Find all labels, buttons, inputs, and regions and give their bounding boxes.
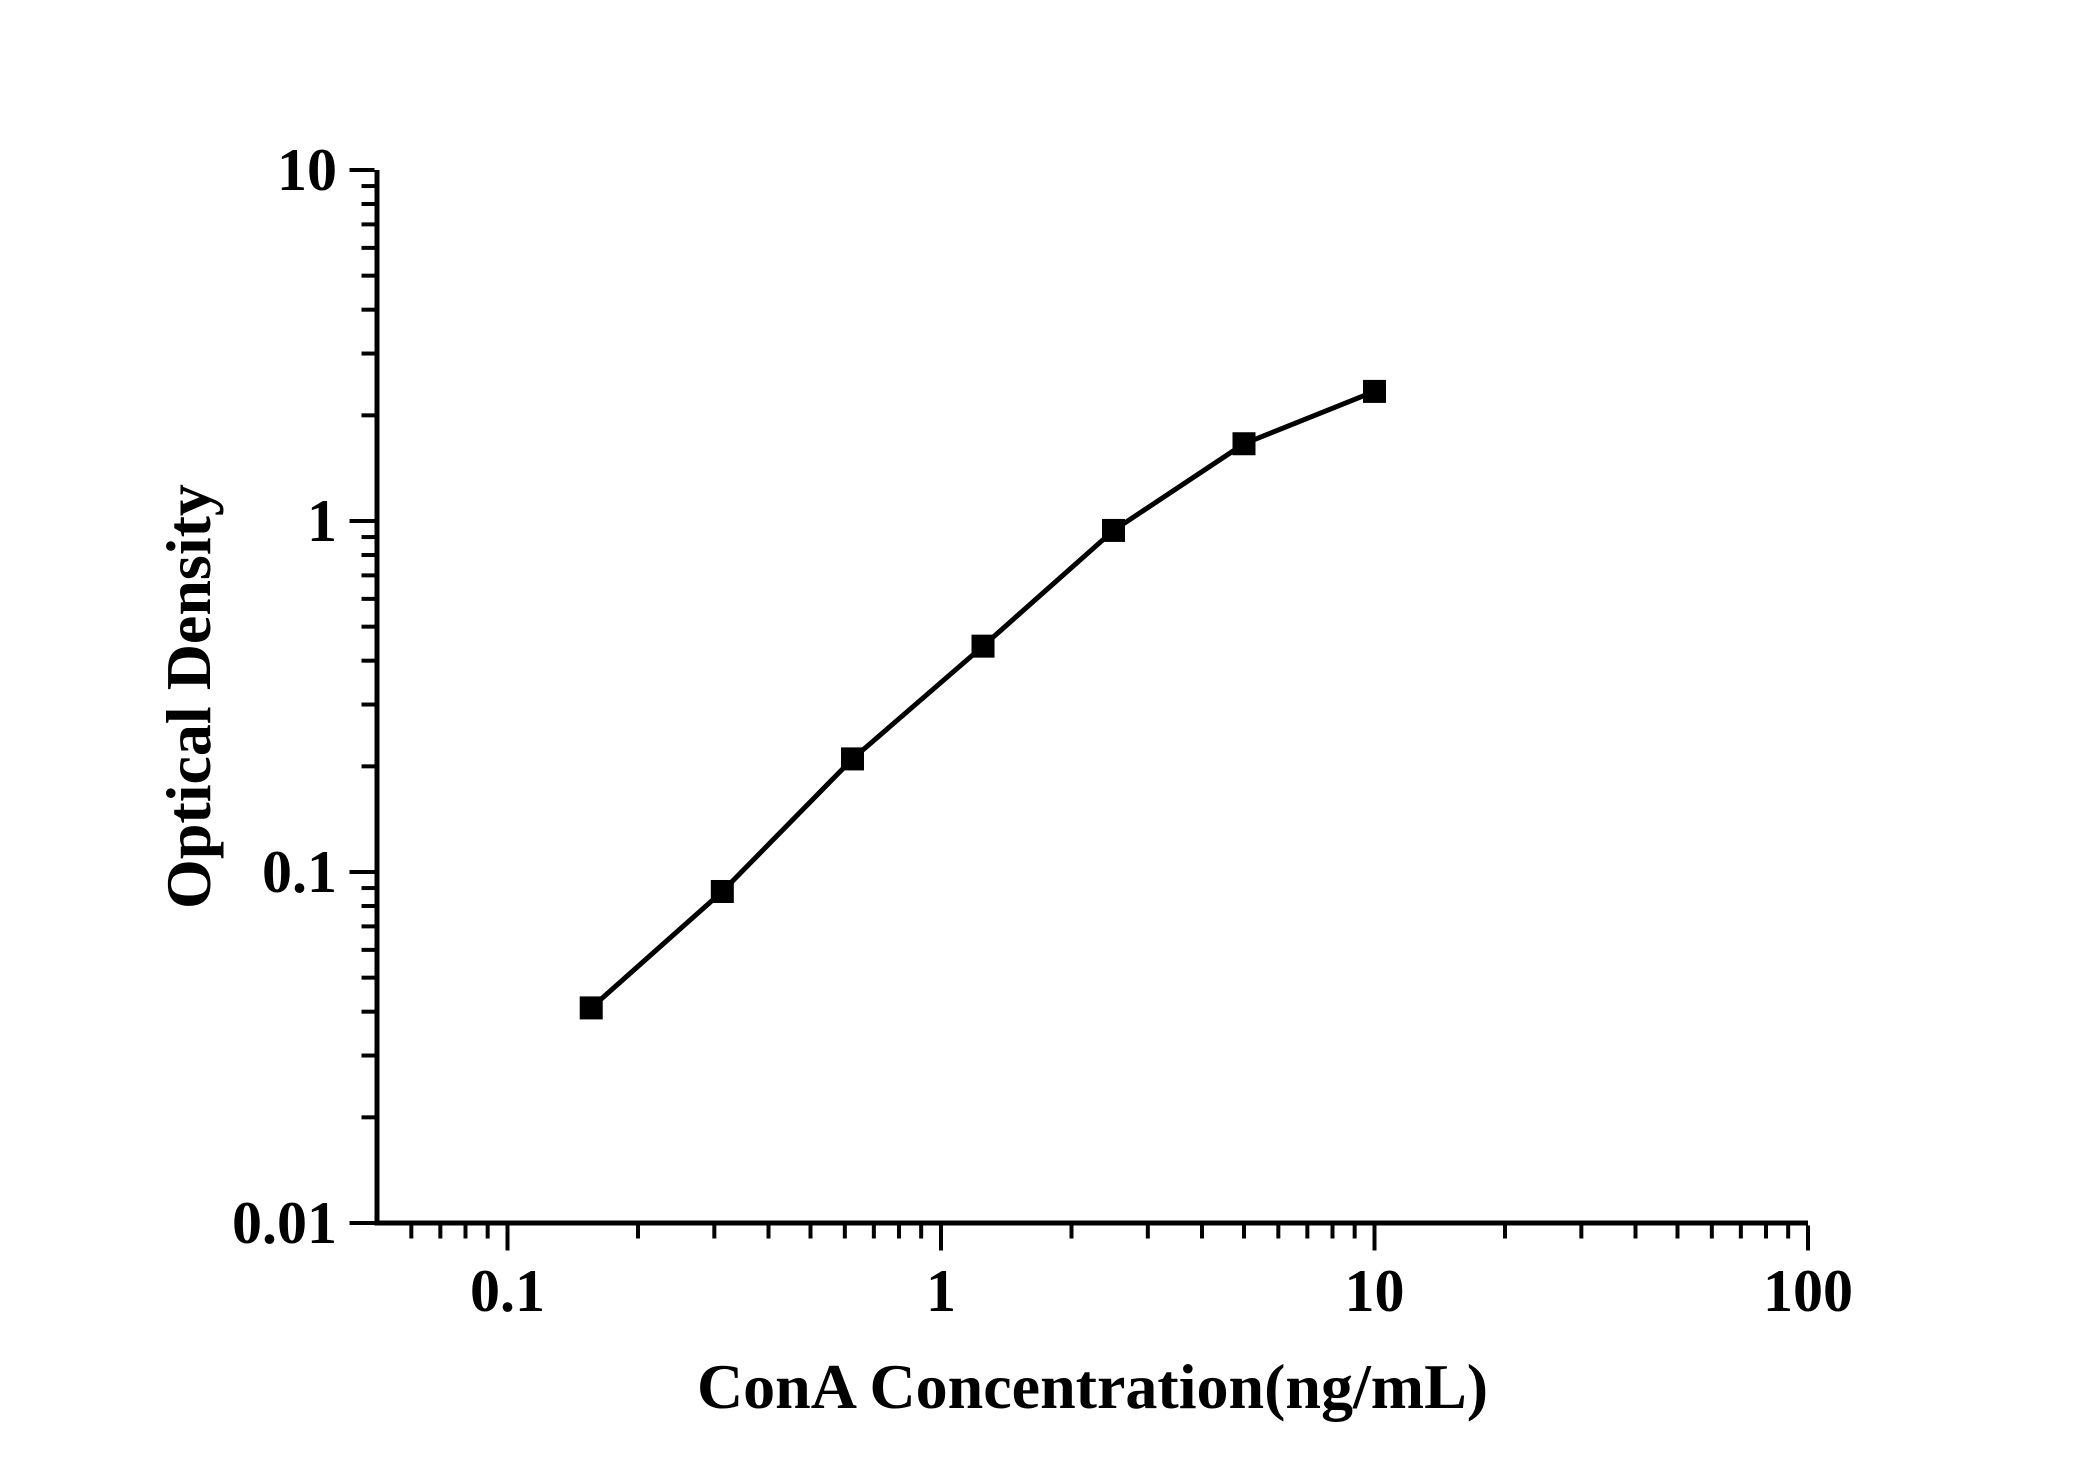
data-point-marker: [579, 996, 603, 1020]
axis-ticks: [349, 168, 1810, 1251]
data-point-marker: [1362, 379, 1386, 403]
x-tick-label: 100: [1763, 1258, 1853, 1324]
x-tick-label: 10: [1344, 1258, 1404, 1324]
axis-tick-labels: 0.1 1 10 100 0.01 0.1 1 10: [232, 137, 1853, 1324]
data-point-marker: [1232, 432, 1256, 456]
x-tick-label: 0.1: [470, 1258, 545, 1324]
data-point-marker: [971, 634, 995, 658]
y-tick-label: 10: [277, 137, 337, 203]
y-tick-label: 0.1: [262, 839, 337, 905]
x-axis-title: ConA Concentration(ng/mL): [697, 1351, 1488, 1422]
y-tick-label: 1: [307, 488, 337, 554]
curve-line: [589, 389, 1376, 1010]
y-axis-title: Optical Density: [153, 484, 224, 909]
data-point-marker: [841, 747, 865, 771]
x-tick-label: 1: [926, 1258, 956, 1324]
data-point-marker: [1102, 518, 1126, 542]
data-series: [579, 379, 1386, 1020]
y-tick-label: 0.01: [232, 1190, 337, 1256]
data-point-marker: [710, 879, 734, 903]
